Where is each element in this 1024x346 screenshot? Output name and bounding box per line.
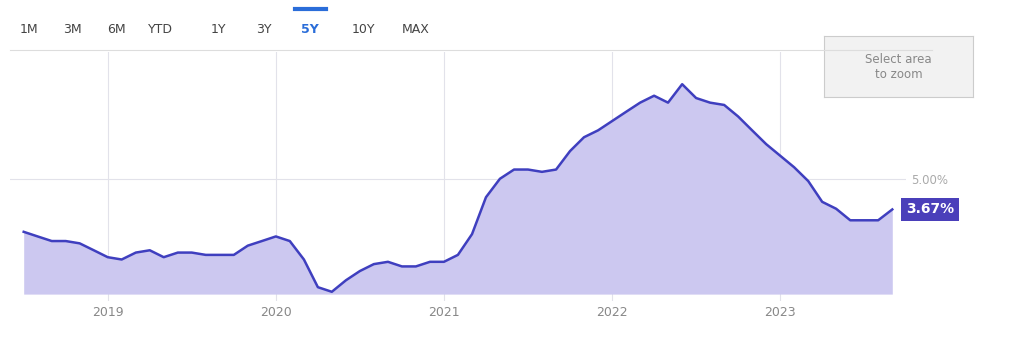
Text: YTD: YTD (148, 23, 173, 36)
Text: 3Y: 3Y (256, 23, 272, 36)
Text: MAX: MAX (401, 23, 430, 36)
Text: 3.67%: 3.67% (906, 202, 954, 217)
Text: 1Y: 1Y (210, 23, 226, 36)
Text: 3M: 3M (63, 23, 82, 36)
Text: 5Y: 5Y (301, 23, 319, 36)
Text: 6M: 6M (108, 23, 126, 36)
Text: Select area
to zoom: Select area to zoom (865, 53, 932, 81)
Text: 1M: 1M (19, 23, 38, 36)
Text: 10Y: 10Y (352, 23, 375, 36)
